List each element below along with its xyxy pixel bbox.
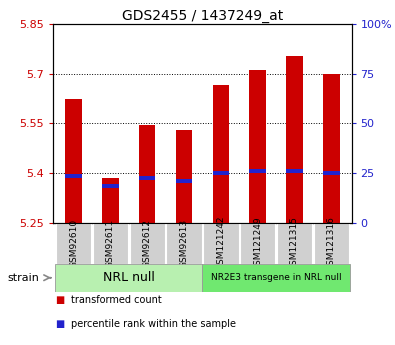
Text: GSM92610: GSM92610 [69, 219, 78, 268]
Bar [56, 223, 91, 264]
Text: GSM121316: GSM121316 [327, 216, 336, 271]
Bar [213, 171, 229, 175]
Bar [102, 184, 118, 188]
Bar [139, 125, 156, 223]
Text: percentile rank within the sample: percentile rank within the sample [71, 319, 236, 329]
Text: GSM121249: GSM121249 [253, 216, 262, 270]
Text: GSM121315: GSM121315 [290, 216, 299, 271]
Text: NR2E3 transgene in NRL null: NR2E3 transgene in NRL null [211, 273, 341, 282]
Bar [65, 99, 82, 223]
Bar [249, 169, 266, 173]
Bar [213, 85, 229, 223]
Text: GSM92613: GSM92613 [180, 219, 188, 268]
Text: GSM92612: GSM92612 [143, 219, 152, 268]
Bar [286, 56, 303, 223]
Bar [93, 223, 128, 264]
Text: ■: ■ [55, 295, 64, 305]
Bar [203, 223, 239, 264]
Title: GDS2455 / 1437249_at: GDS2455 / 1437249_at [122, 9, 283, 23]
Bar [176, 179, 192, 183]
Bar [249, 70, 266, 223]
Bar [166, 223, 202, 264]
Bar [286, 169, 303, 173]
Text: ■: ■ [55, 319, 64, 329]
Text: transformed count: transformed count [71, 295, 162, 305]
Bar [65, 174, 82, 178]
Text: GSM92611: GSM92611 [106, 219, 115, 268]
Bar [102, 178, 118, 223]
Bar [314, 223, 349, 264]
Text: strain: strain [8, 273, 40, 283]
Bar [240, 223, 275, 264]
Bar [176, 130, 192, 223]
Bar [277, 223, 312, 264]
Bar [323, 74, 340, 223]
Text: NRL null: NRL null [103, 271, 155, 284]
Bar [203, 264, 350, 292]
Bar [55, 264, 203, 292]
Text: GSM121242: GSM121242 [216, 216, 225, 270]
Bar [323, 171, 340, 175]
Bar [139, 176, 156, 180]
Bar [130, 223, 165, 264]
